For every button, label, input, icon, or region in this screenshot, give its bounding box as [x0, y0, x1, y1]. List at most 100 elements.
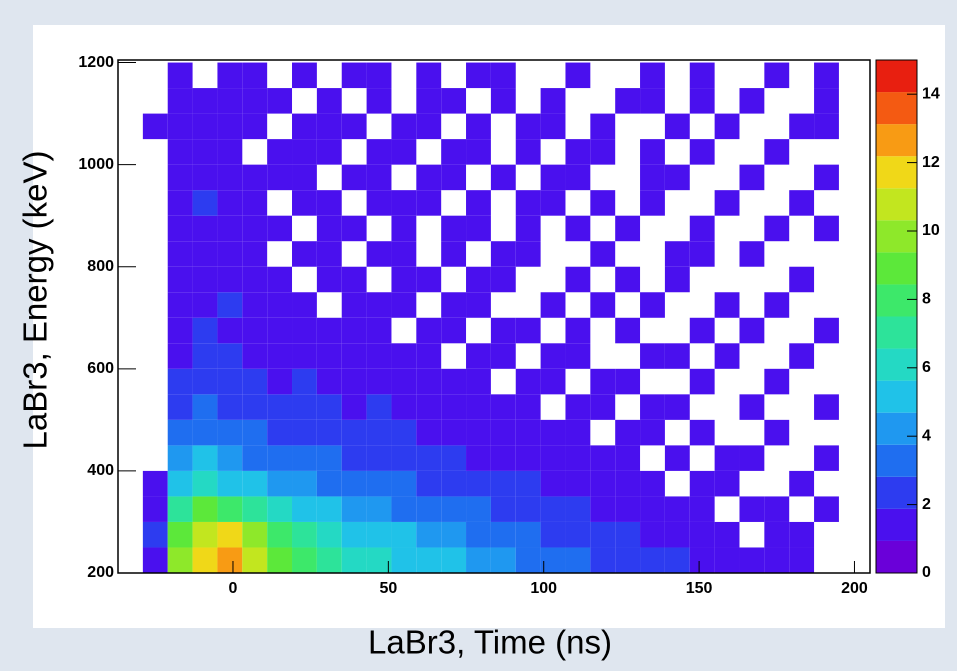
- cell: [416, 266, 442, 293]
- cell: [466, 419, 491, 446]
- cell: [391, 547, 417, 573]
- cell: [416, 445, 442, 471]
- cell: [739, 394, 765, 420]
- cell: [640, 419, 665, 446]
- cell: [242, 368, 268, 395]
- cell: [366, 368, 392, 395]
- cell: [466, 470, 491, 497]
- cell: [292, 547, 317, 573]
- cell: [640, 394, 665, 420]
- cell: [316, 215, 342, 242]
- colorbar-band: [876, 60, 917, 93]
- cell: [515, 241, 541, 267]
- cell: [242, 88, 268, 114]
- cell: [267, 139, 293, 165]
- cell: [292, 445, 317, 471]
- cell: [664, 164, 690, 191]
- cell: [192, 113, 218, 140]
- cell: [316, 317, 342, 344]
- cell: [217, 292, 243, 318]
- cell: [292, 496, 317, 522]
- cell: [640, 292, 665, 318]
- cell: [267, 368, 293, 395]
- cell: [416, 496, 442, 522]
- cell: [515, 215, 541, 242]
- cell: [615, 266, 641, 293]
- cell: [615, 215, 641, 242]
- cell: [689, 139, 715, 165]
- cell: [590, 470, 616, 497]
- cell: [466, 139, 491, 165]
- cell: [167, 113, 193, 140]
- cell: [167, 88, 193, 114]
- colorbar-band: [876, 92, 917, 125]
- y-tick-label: 800: [87, 258, 114, 275]
- cell: [217, 88, 243, 114]
- cell: [366, 547, 392, 573]
- cell: [391, 139, 417, 165]
- cell: [242, 317, 268, 344]
- cell: [167, 419, 193, 446]
- cell: [565, 62, 591, 89]
- cell: [341, 394, 367, 420]
- cell: [267, 164, 293, 191]
- cell: [167, 394, 193, 420]
- cell: [242, 521, 268, 548]
- cell: [441, 139, 467, 165]
- cell: [441, 394, 467, 420]
- cell: [814, 62, 839, 89]
- cell: [217, 521, 243, 548]
- cell: [739, 496, 765, 522]
- x-tick-label: 200: [841, 580, 868, 597]
- cell: [466, 292, 491, 318]
- cells: [142, 62, 839, 573]
- cell: [814, 215, 839, 242]
- cell: [416, 521, 442, 548]
- cell: [341, 292, 367, 318]
- x-axis-title: LaBr3, Time (ns): [368, 624, 612, 661]
- cell: [565, 343, 591, 369]
- cell: [366, 190, 392, 216]
- cell: [441, 547, 467, 573]
- cell: [590, 368, 616, 395]
- cell: [714, 547, 740, 573]
- cell: [640, 62, 665, 89]
- cell: [242, 266, 268, 293]
- cell: [416, 419, 442, 446]
- cell: [764, 62, 790, 89]
- cell: [714, 343, 740, 369]
- cell: [515, 317, 541, 344]
- cell: [664, 266, 690, 293]
- cell: [615, 445, 641, 471]
- cell: [640, 547, 665, 573]
- cell: [590, 113, 616, 140]
- cell: [540, 164, 566, 191]
- cell: [391, 470, 417, 497]
- cell: [466, 394, 491, 420]
- cell: [242, 62, 268, 89]
- cell: [366, 419, 392, 446]
- cell: [217, 496, 243, 522]
- cell: [316, 241, 342, 267]
- cell: [292, 343, 317, 369]
- cell: [490, 317, 516, 344]
- cell: [689, 521, 715, 548]
- colorbar-band: [876, 188, 917, 221]
- cell: [142, 521, 168, 548]
- cell: [316, 139, 342, 165]
- cell: [267, 419, 293, 446]
- cell: [142, 496, 168, 522]
- cell: [540, 113, 566, 140]
- cell: [142, 470, 168, 497]
- cell: [764, 521, 790, 548]
- cell: [217, 419, 243, 446]
- cell: [192, 419, 218, 446]
- cell: [366, 62, 392, 89]
- cell: [739, 317, 765, 344]
- cell: [391, 419, 417, 446]
- cell: [590, 521, 616, 548]
- cell: [242, 470, 268, 497]
- cell: [242, 547, 268, 573]
- cell: [267, 521, 293, 548]
